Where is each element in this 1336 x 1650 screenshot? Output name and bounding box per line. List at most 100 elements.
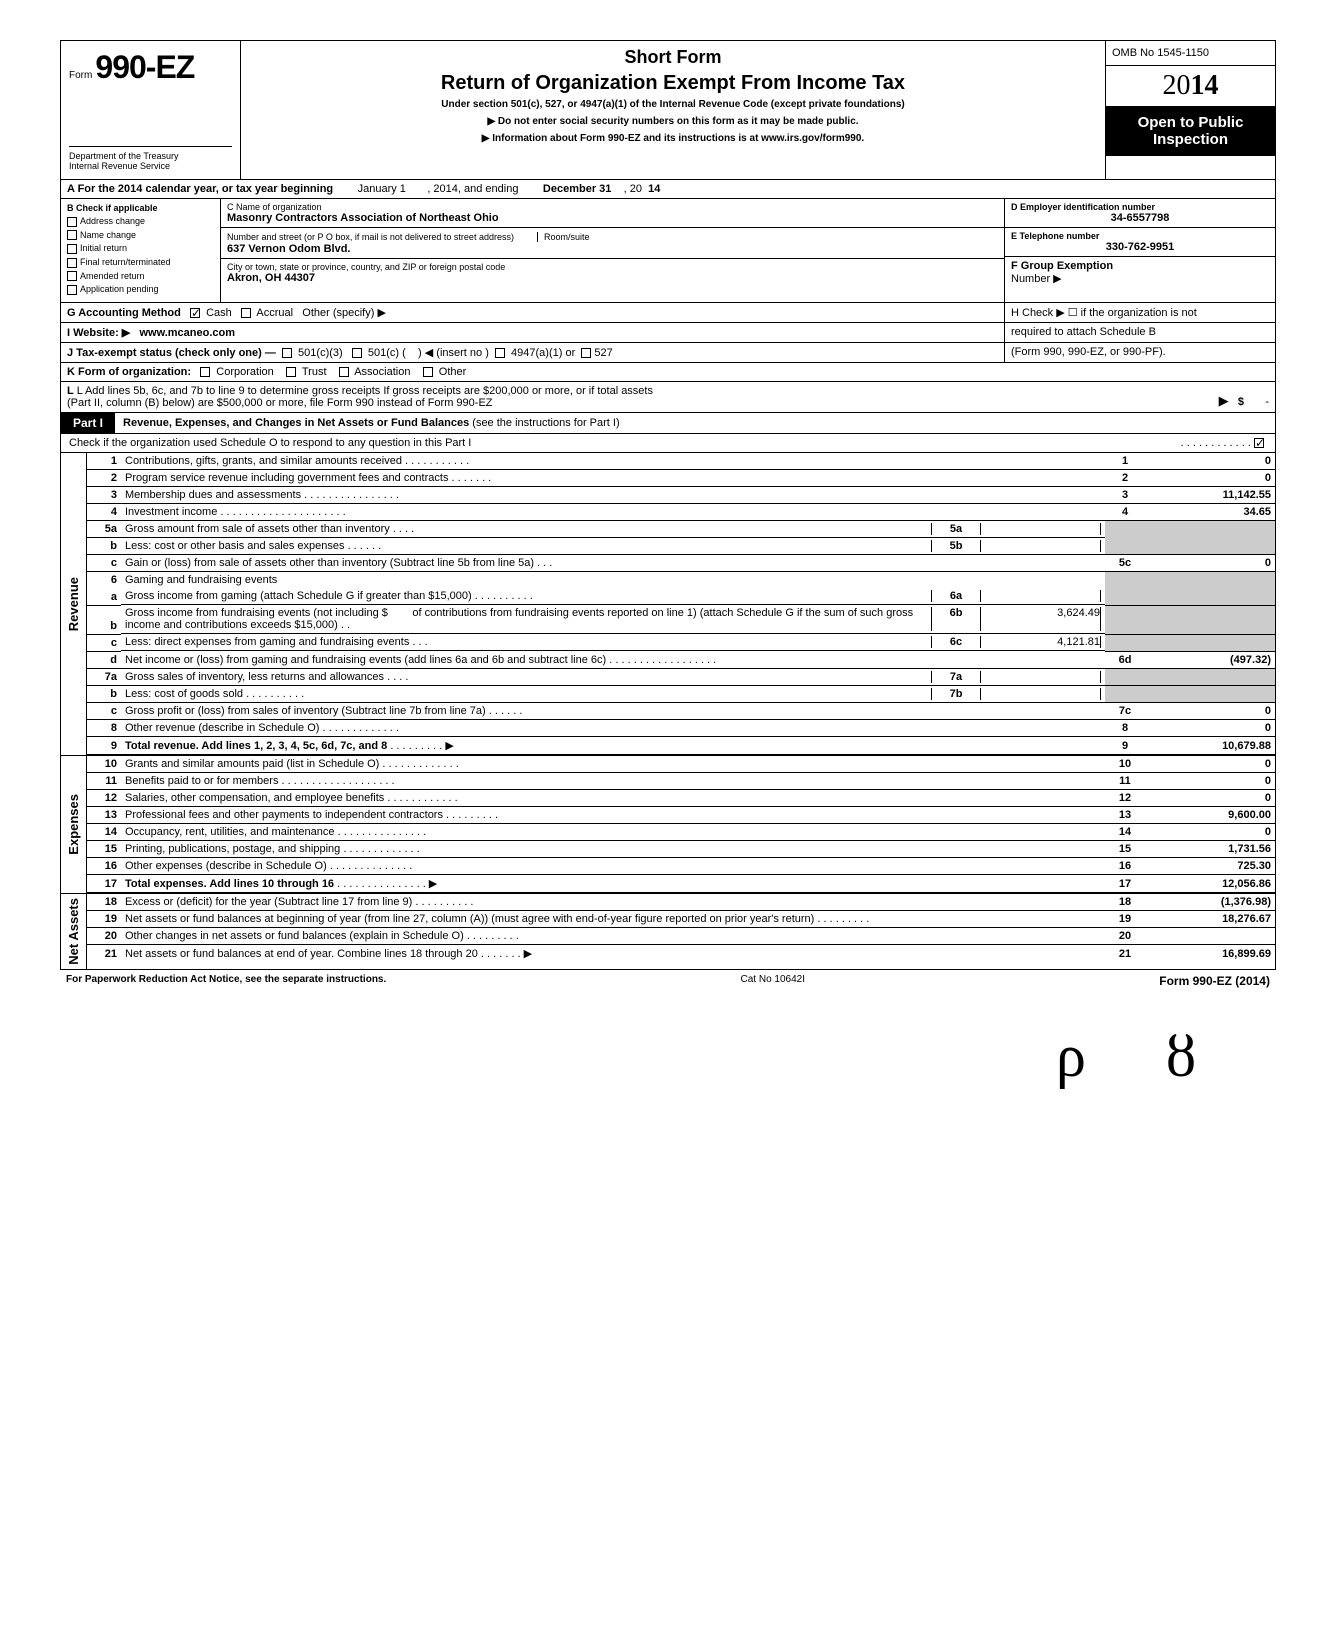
section-g: G Accounting Method Cash Accrual Other (… [61, 303, 1005, 322]
footer-mid: Cat No 10642I [741, 974, 806, 988]
expenses-section: Expenses 10Grants and similar amounts pa… [61, 755, 1275, 893]
c-name: C Name of organization Masonry Contracto… [221, 199, 1004, 228]
h-l1: H Check ▶ ☐ if the organization is not [1011, 307, 1197, 319]
b-initial: Initial return [67, 243, 214, 254]
k-label: K Form of organization: [67, 366, 191, 378]
org-name: Masonry Contractors Association of North… [227, 212, 998, 224]
checkbox-501c[interactable] [352, 348, 362, 358]
b-name: Name change [67, 230, 214, 241]
dept-label: Department of the Treasury Internal Reve… [69, 146, 232, 171]
checkbox-initial[interactable] [67, 244, 77, 254]
form-title: Return of Organization Exempt From Incom… [251, 72, 1095, 95]
checkbox-cash[interactable] [190, 308, 200, 318]
b-final: Final return/terminated [67, 257, 214, 268]
row-a-yr: , 20 [624, 183, 642, 195]
part1-check: Check if the organization used Schedule … [61, 434, 1275, 453]
row-a-label: A For the 2014 calendar year, or tax yea… [67, 183, 333, 195]
ein-label: D Employer identification number [1011, 202, 1155, 212]
form-subtitle: Under section 501(c), 527, or 4947(a)(1)… [251, 99, 1095, 110]
c-city: City or town, state or province, country… [221, 259, 1004, 287]
h-cont: required to attach Schedule B [1005, 323, 1275, 342]
year-bold: 14 [1191, 70, 1219, 101]
c-street-label: Number and street (or P O box, if mail i… [227, 232, 514, 242]
section-def: D Employer identification number 34-6557… [1005, 199, 1275, 302]
row-gh: G Accounting Method Cash Accrual Other (… [61, 303, 1275, 323]
h-l3: (Form 990, 990-EZ, or 990-PF). [1011, 346, 1166, 358]
ein-value: 34-6557798 [1011, 212, 1269, 224]
tel-label: E Telephone number [1011, 231, 1099, 241]
l-dollar: $ [1238, 396, 1244, 408]
row-l: L L Add lines 5b, 6c, and 7b to line 9 t… [61, 382, 1275, 413]
year-prefix: 20 [1163, 70, 1191, 101]
open-label: Open to Public [1110, 114, 1271, 131]
netassets-table: 18Excess or (deficit) for the year (Subt… [87, 894, 1275, 962]
footer: For Paperwork Reduction Act Notice, see … [60, 970, 1276, 992]
checkbox-address[interactable] [67, 217, 77, 227]
row-i: I Website: ▶ www.mcaneo.com required to … [61, 323, 1275, 343]
f-group: F Group Exemption Number ▶ [1005, 257, 1275, 288]
checkbox-final[interactable] [67, 258, 77, 268]
section-i: I Website: ▶ www.mcaneo.com [61, 323, 1005, 342]
row-a: A For the 2014 calendar year, or tax yea… [61, 180, 1275, 199]
h-l2: required to attach Schedule B [1011, 326, 1156, 338]
row-a-mid: , 2014, and ending [427, 183, 518, 195]
website-value: www.mcaneo.com [139, 327, 235, 339]
checkbox-amended[interactable] [67, 271, 77, 281]
section-h: H Check ▶ ☐ if the organization is not [1005, 303, 1275, 322]
street-value: 637 Vernon Odom Blvd. [227, 243, 998, 255]
sig-p: ρ [1056, 1022, 1086, 1091]
checkbox-pending[interactable] [67, 285, 77, 295]
form-number: 990-EZ [95, 49, 194, 85]
title-box: Short Form Return of Organization Exempt… [241, 41, 1105, 179]
h-cont2: (Form 990, 990-EZ, or 990-PF). [1005, 343, 1275, 362]
form-page: Form 990-EZ Department of the Treasury I… [60, 40, 1276, 970]
section-b: B Check if applicable Address change Nam… [61, 199, 221, 302]
tax-year: 2014 [1106, 66, 1275, 106]
row-k: K Form of organization: Corporation Trus… [61, 363, 1275, 382]
row-a-end: December 31 [543, 183, 612, 195]
revenue-sidelabel: Revenue [61, 453, 87, 756]
i-label: I Website: ▶ [67, 327, 130, 339]
b-pending: Application pending [67, 284, 214, 295]
signatures: ρ ȣ [60, 1022, 1276, 1091]
section-j: J Tax-exempt status (check only one) — 5… [61, 343, 1005, 362]
right-box: OMB No 1545-1150 2014 Open to Public Ins… [1105, 41, 1275, 179]
expenses-sidelabel: Expenses [61, 756, 87, 893]
footer-form: Form 990-EZ (2014) [1159, 974, 1270, 988]
tel-value: 330-762-9951 [1011, 241, 1269, 253]
checkbox-other[interactable] [423, 367, 433, 377]
j-label: J Tax-exempt status (check only one) — [67, 347, 276, 359]
short-form-label: Short Form [251, 47, 1095, 68]
l-text1: L Add lines 5b, 6c, and 7b to line 9 to … [77, 385, 653, 397]
e-tel: E Telephone number 330-762-9951 [1005, 228, 1275, 257]
open-public: Open to Public Inspection [1106, 106, 1275, 156]
netassets-section: Net Assets 18Excess or (deficit) for the… [61, 893, 1275, 969]
checkbox-scho[interactable] [1254, 438, 1264, 448]
city-value: Akron, OH 44307 [227, 272, 998, 284]
netassets-sidelabel: Net Assets [61, 894, 87, 969]
checkbox-4947[interactable] [495, 348, 505, 358]
checkbox-corp[interactable] [200, 367, 210, 377]
b-label: B Check if applicable [67, 203, 158, 213]
checkbox-name[interactable] [67, 230, 77, 240]
note-info: ▶ Information about Form 990-EZ and its … [251, 133, 1095, 144]
form-prefix: Form [69, 70, 92, 81]
c-city-label: City or town, state or province, country… [227, 262, 998, 272]
b-amended: Amended return [67, 271, 214, 282]
row-j: J Tax-exempt status (check only one) — 5… [61, 343, 1275, 363]
checkbox-trust[interactable] [286, 367, 296, 377]
checkbox-527[interactable] [581, 348, 591, 358]
note-ssn: ▶ Do not enter social security numbers o… [251, 116, 1095, 127]
footer-left: For Paperwork Reduction Act Notice, see … [66, 974, 386, 988]
checkbox-assoc[interactable] [339, 367, 349, 377]
row-a-begin: January 1 [358, 183, 406, 195]
checkbox-501c3[interactable] [282, 348, 292, 358]
inspection-label: Inspection [1110, 131, 1271, 148]
sig-8: ȣ [1166, 1022, 1196, 1091]
revenue-section: Revenue 1Contributions, gifts, grants, a… [61, 453, 1275, 756]
l-arrow: ▶ [1219, 393, 1229, 408]
l-text2: (Part II, column (B) below) are $500,000… [67, 397, 493, 409]
expenses-table: 10Grants and similar amounts paid (list … [87, 756, 1275, 893]
checkbox-accrual[interactable] [241, 308, 251, 318]
row-a-yrv: 14 [648, 183, 660, 195]
